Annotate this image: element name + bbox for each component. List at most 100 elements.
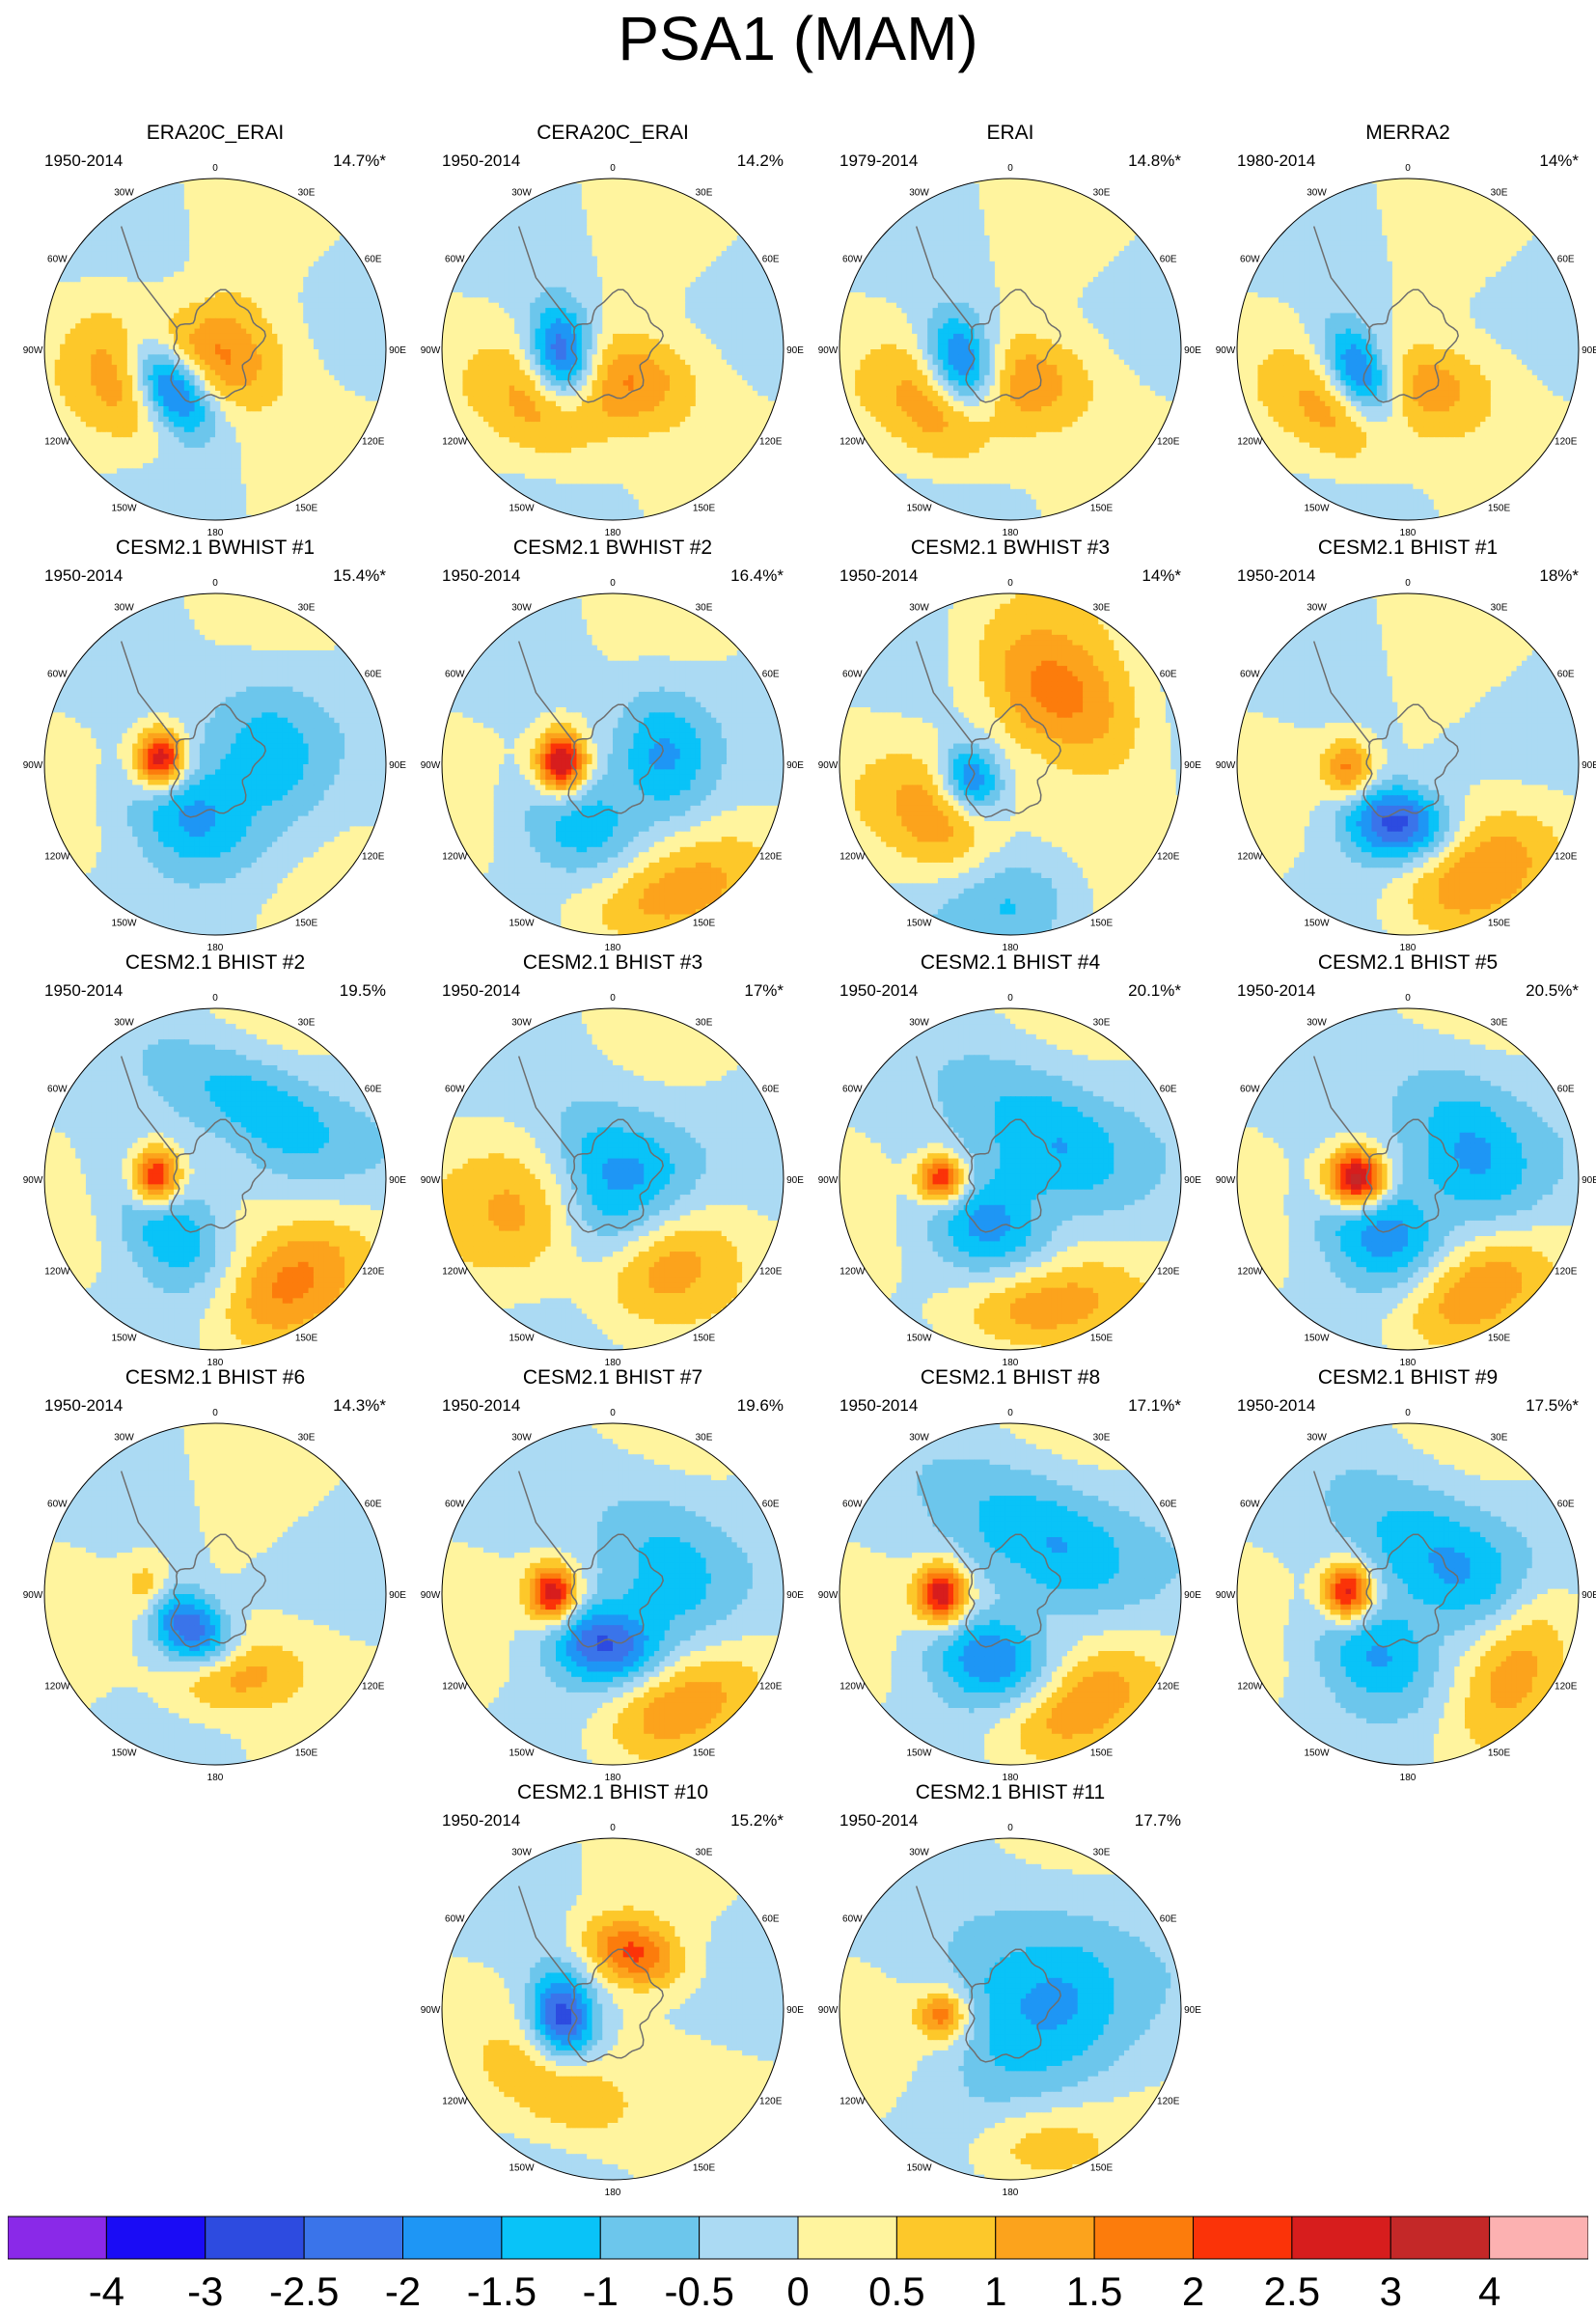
contour-field xyxy=(442,1838,784,2181)
longitude-label: 150W xyxy=(111,504,137,514)
panel-title: CESM2.1 BHIST #10 xyxy=(415,1780,811,1805)
map-panel: CESM2.1 BHIST #4 1950-2014 20.1%* 0 30E 60E 90… xyxy=(812,950,1208,1365)
colorbar-swatch xyxy=(1094,2216,1193,2259)
longitude-label: 90E xyxy=(1184,2005,1201,2016)
panel-title: CESM2.1 BHIST #5 xyxy=(1210,950,1596,976)
longitude-label: 60W xyxy=(445,670,465,680)
colorbar-swatch xyxy=(700,2216,798,2259)
longitude-label: 120W xyxy=(1237,1267,1263,1278)
longitude-label: 60E xyxy=(365,670,382,680)
longitude-label: 60E xyxy=(762,255,780,265)
longitude-label: 60W xyxy=(445,255,465,265)
longitude-label: 60W xyxy=(445,1500,465,1510)
longitude-label: 120W xyxy=(1237,1682,1263,1693)
longitude-label: 180 xyxy=(1400,1358,1417,1365)
longitude-label: 120E xyxy=(1555,1267,1578,1278)
panel-title: MERRA2 xyxy=(1210,121,1596,146)
longitude-label: 180 xyxy=(605,1773,621,1780)
longitude-label: 150W xyxy=(509,2163,535,2174)
longitude-label: 120E xyxy=(1157,437,1180,448)
longitude-label: 120W xyxy=(442,2097,468,2107)
longitude-label: 30E xyxy=(1093,602,1111,613)
contour-field xyxy=(1237,1008,1580,1351)
longitude-label: 150W xyxy=(1304,504,1330,514)
longitude-label: 90W xyxy=(818,2005,839,2016)
longitude-label: 90W xyxy=(1216,760,1236,771)
longitude-label: 30W xyxy=(114,1432,134,1443)
longitude-label: 180 xyxy=(1003,2188,1019,2195)
longitude-label: 30E xyxy=(696,1017,713,1028)
longitude-label: 30W xyxy=(909,1432,929,1443)
longitude-label: 150E xyxy=(1488,1748,1511,1759)
longitude-label: 0 xyxy=(1405,163,1411,174)
longitude-label: 60W xyxy=(842,1085,863,1095)
colorbar-swatch xyxy=(1390,2216,1489,2259)
longitude-label: 180 xyxy=(1003,943,1019,950)
colorbar-swatch xyxy=(206,2216,304,2259)
longitude-label: 120W xyxy=(44,1682,70,1693)
contour-field xyxy=(442,179,784,521)
longitude-label: 90E xyxy=(786,1175,804,1186)
map-panel: CESM2.1 BWHIST #3 1950-2014 14%* 0 30E 60E 90E… xyxy=(812,536,1208,950)
colorbar-tick-label: -2 xyxy=(385,2269,421,2311)
map-panel: CESM2.1 BHIST #6 1950-2014 14.3%* 0 30E 60E 90… xyxy=(17,1365,413,1780)
longitude-label: 60W xyxy=(1240,1500,1260,1510)
longitude-label: 0 xyxy=(610,578,616,589)
longitude-label: 60W xyxy=(445,1085,465,1095)
longitude-label: 90E xyxy=(389,1590,406,1601)
colorbar-tick-label: 1.5 xyxy=(1066,2269,1122,2311)
longitude-label: 60W xyxy=(842,670,863,680)
longitude-label: 120E xyxy=(362,852,385,863)
longitude-label: 180 xyxy=(1003,528,1019,536)
longitude-label: 60E xyxy=(1160,1500,1177,1510)
panel-title: CESM2.1 BWHIST #3 xyxy=(812,536,1208,561)
longitude-label: 90E xyxy=(1582,1590,1596,1601)
longitude-label: 150E xyxy=(693,1748,716,1759)
longitude-label: 90E xyxy=(389,345,406,356)
longitude-label: 60W xyxy=(47,670,68,680)
longitude-label: 150E xyxy=(693,2163,716,2174)
panel-title: CESM2.1 BWHIST #1 xyxy=(17,536,413,561)
longitude-label: 30E xyxy=(696,602,713,613)
longitude-label: 30W xyxy=(909,187,929,198)
longitude-label: 90E xyxy=(1582,760,1596,771)
map-panel: MERRA2 1980-2014 14%* 0 30E 60E 90E 120E 150E 180… xyxy=(1210,121,1596,536)
longitude-label: 30W xyxy=(909,1847,929,1858)
longitude-label: 120E xyxy=(759,2097,783,2107)
longitude-label: 60E xyxy=(762,1085,780,1095)
longitude-label: 0 xyxy=(1405,578,1411,589)
panel-title: CESM2.1 BHIST #1 xyxy=(1210,536,1596,561)
longitude-label: 60W xyxy=(445,1914,465,1925)
longitude-label: 120W xyxy=(1237,437,1263,448)
longitude-label: 90E xyxy=(1184,1590,1201,1601)
longitude-label: 30E xyxy=(696,1847,713,1858)
longitude-label: 90W xyxy=(421,1590,441,1601)
contour-field xyxy=(44,593,387,936)
longitude-label: 30E xyxy=(1093,1847,1111,1858)
panel-title: CESM2.1 BHIST #4 xyxy=(812,950,1208,976)
longitude-label: 60W xyxy=(1240,1085,1260,1095)
map-panel: CESM2.1 BHIST #9 1950-2014 17.5%* 0 30E 60E 90… xyxy=(1210,1365,1596,1780)
longitude-label: 150W xyxy=(906,919,932,929)
longitude-label: 90W xyxy=(23,1590,43,1601)
contour-field xyxy=(44,1423,387,1766)
colorbar-tick-label: -1 xyxy=(583,2269,619,2311)
longitude-label: 90E xyxy=(389,760,406,771)
longitude-label: 120E xyxy=(1157,2097,1180,2107)
longitude-label: 60W xyxy=(1240,255,1260,265)
longitude-label: 30E xyxy=(1491,187,1508,198)
longitude-label: 90W xyxy=(818,760,839,771)
longitude-label: 150E xyxy=(1090,1334,1114,1344)
longitude-label: 180 xyxy=(207,1358,224,1365)
longitude-label: 90E xyxy=(786,345,804,356)
colorbar-tick-label: 0 xyxy=(786,2269,809,2311)
longitude-label: 120E xyxy=(759,1267,783,1278)
panel-title: CESM2.1 BHIST #11 xyxy=(812,1780,1208,1805)
longitude-label: 30E xyxy=(1491,1017,1508,1028)
longitude-label: 180 xyxy=(1400,528,1417,536)
